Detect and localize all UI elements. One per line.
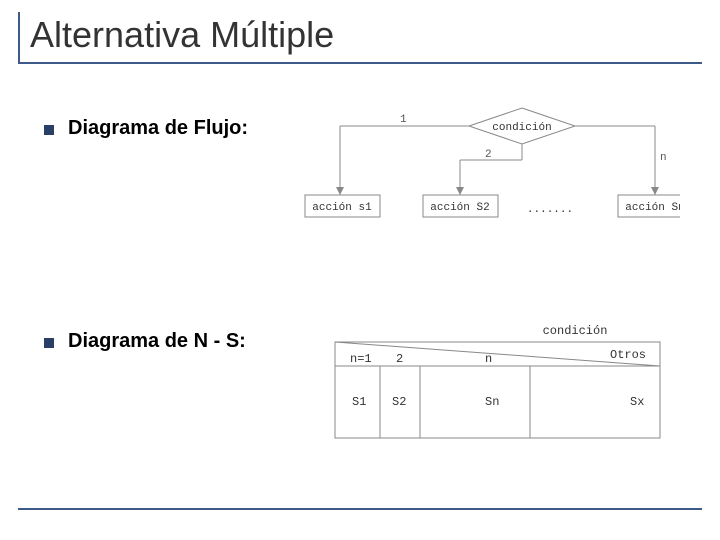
bullet-icon	[44, 338, 54, 348]
action-label-1: acción s1	[312, 202, 372, 214]
action-box-1: acción s1	[305, 195, 380, 217]
slide-title: Alternativa Múltiple	[30, 14, 334, 56]
ns-header-3: n	[485, 352, 492, 366]
branch-label-n: n	[660, 152, 667, 164]
ns-cell-2: S2	[392, 395, 406, 409]
branch-label-2: 2	[485, 149, 492, 161]
footer-rule	[18, 508, 702, 510]
slide: Alternativa Múltiple Diagrama de Flujo: …	[0, 0, 720, 540]
title-rule-horizontal	[18, 62, 702, 64]
arrowhead-n	[651, 187, 659, 195]
decision-node: condición	[469, 108, 575, 144]
ns-header-4: Otros	[610, 348, 646, 362]
ns-header-1: n=1	[350, 352, 372, 366]
flowchart-diagram: condición 1 2 n acción s1 acción S2 ....…	[300, 100, 680, 250]
bullet-icon	[44, 125, 54, 135]
ns-title: condición	[543, 324, 608, 338]
ns-diagram: condición n=1 2 n Otros S1 S2 Sn Sx	[330, 320, 670, 450]
arrowhead-1	[336, 187, 344, 195]
ns-cell-1: S1	[352, 395, 366, 409]
action-label-2: acción S2	[430, 202, 489, 214]
action-box-n: acción Sn	[618, 195, 680, 217]
arrowhead-2	[456, 187, 464, 195]
ns-cell-4: Sx	[630, 395, 644, 409]
bullet-label-ns: Diagrama de N - S:	[68, 330, 246, 353]
branch-label-1: 1	[400, 114, 407, 126]
decision-label: condición	[492, 122, 551, 134]
action-label-n: acción Sn	[625, 202, 680, 214]
ns-header-2: 2	[396, 352, 403, 366]
ns-cell-3: Sn	[485, 395, 499, 409]
ellipsis: .......	[527, 204, 573, 216]
title-rule-vertical	[18, 12, 20, 62]
action-box-2: acción S2	[423, 195, 498, 217]
bullet-label-flujo: Diagrama de Flujo:	[68, 117, 248, 140]
